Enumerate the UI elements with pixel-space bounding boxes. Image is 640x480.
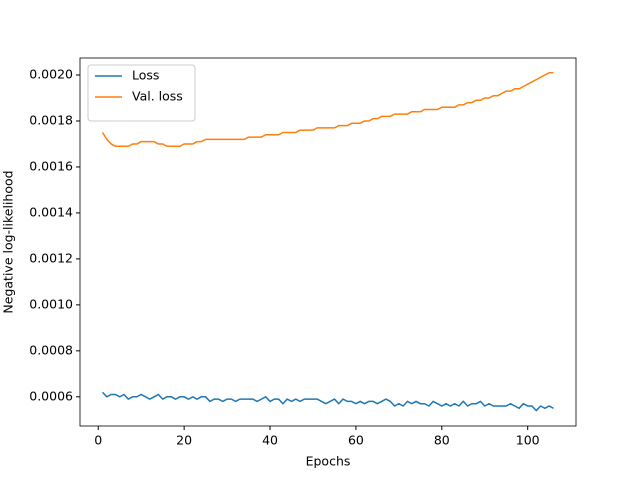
y-tick-label: 0.0020 (29, 67, 73, 82)
y-tick-label: 0.0016 (29, 158, 73, 173)
x-tick-label: 20 (176, 433, 192, 448)
y-tick-label: 0.0006 (29, 388, 73, 403)
y-axis-label: Negative log-likelihood (1, 170, 16, 313)
x-tick-label: 100 (516, 433, 540, 448)
x-tick-label: 80 (434, 433, 450, 448)
y-tick-label: 0.0012 (29, 250, 73, 265)
y-tick-label: 0.0018 (29, 112, 73, 127)
y-tick-label: 0.0010 (29, 296, 73, 311)
y-tick-label: 0.0008 (29, 342, 73, 357)
x-tick-label: 40 (262, 433, 278, 448)
legend-label: Loss (132, 68, 159, 83)
legend-label: Val. loss (132, 89, 183, 104)
x-tick-label: 60 (348, 433, 364, 448)
x-axis-label: Epochs (306, 454, 351, 469)
axes-frame (79, 57, 577, 427)
legend-box (87, 64, 196, 122)
x-tick-label: 0 (94, 433, 102, 448)
series-line (101, 71, 554, 148)
series-line (102, 391, 554, 412)
y-tick-label: 0.0014 (29, 204, 73, 219)
